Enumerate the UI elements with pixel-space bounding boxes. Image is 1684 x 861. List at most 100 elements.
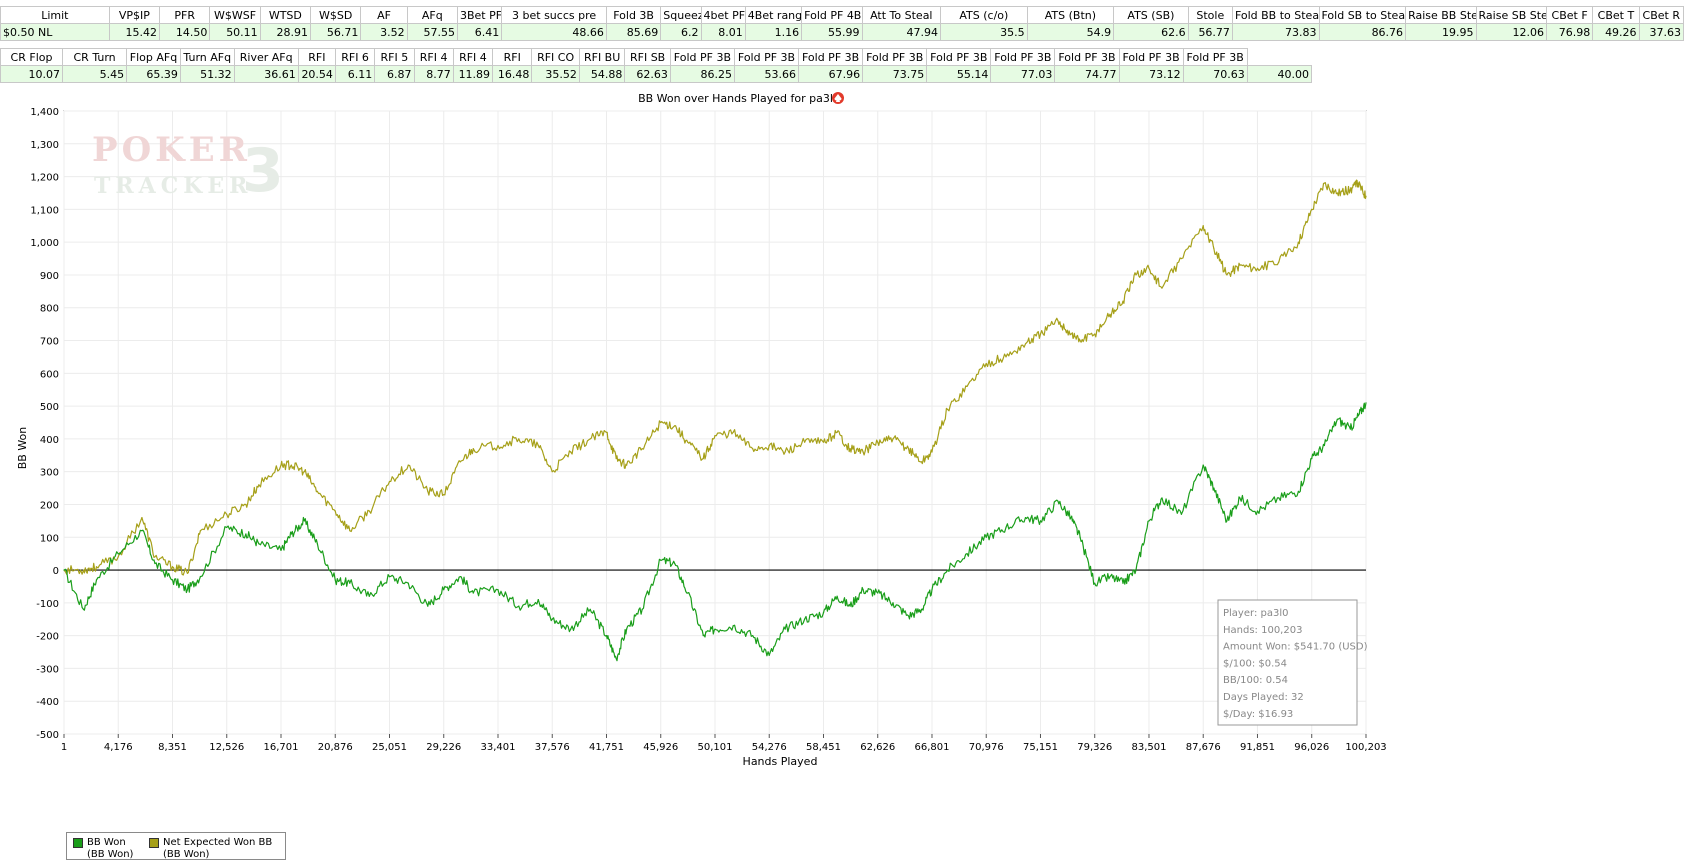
stat-value: 48.66 — [501, 23, 607, 41]
x-tick-label: 87,676 — [1186, 742, 1221, 753]
data-point-net-expected — [804, 441, 806, 443]
stat-header: PFR — [159, 6, 211, 24]
data-point-net-expected — [117, 556, 119, 558]
y-tick-label: 1,000 — [30, 238, 59, 249]
data-point-bb-won — [141, 530, 143, 532]
x-tick-label: 12,526 — [209, 742, 244, 753]
data-point-net-expected — [605, 431, 608, 433]
stats-table-row2: CR Flop CR Turn Flop AFq Turn AFq River AFq R… — [0, 48, 1313, 83]
stat-header: RFI — [492, 48, 533, 66]
y-tick-label: 600 — [40, 369, 59, 380]
data-point-net-expected — [303, 471, 305, 473]
stat-header: Fold PF 3B — [1182, 48, 1248, 66]
stat-value: 37.63 — [1638, 23, 1684, 41]
stat-value: 3.52 — [360, 23, 408, 41]
data-point-net-expected — [674, 425, 676, 427]
y-tick-label: -300 — [36, 664, 59, 675]
stat-header: CBet R — [1638, 6, 1684, 24]
data-point-bb-won — [862, 589, 864, 591]
stat-value: 16.48 — [492, 65, 533, 83]
x-tick-label: 75,151 — [1023, 742, 1058, 753]
x-tick-label: 37,576 — [535, 742, 570, 753]
data-point-bb-won — [1094, 582, 1096, 584]
stat-header: CR Flop — [0, 48, 64, 66]
x-tick-label: 70,976 — [969, 742, 1004, 753]
stat-value: 56.77 — [1187, 23, 1233, 41]
info-line: $/Day: $16.93 — [1223, 709, 1293, 720]
stat-value: 8.77 — [413, 65, 454, 83]
stats-table-row1: Limit VP$IP PFR W$WSF WTSD W$SD AF AFq 3Bet PF 3 … — [0, 6, 1684, 41]
info-line: Days Played: 32 — [1223, 692, 1304, 703]
legend-item-net-expected: Net Expected Won BB (BB Won) — [149, 837, 272, 861]
data-point-bb-won — [1226, 520, 1228, 522]
stat-value: 86.76 — [1318, 23, 1407, 41]
x-tick-label: 16,701 — [263, 742, 298, 753]
y-axis-label: BB Won — [16, 427, 29, 470]
stat-value: 6.2 — [660, 23, 702, 41]
stat-value: 11.89 — [452, 65, 494, 83]
data-point-net-expected — [626, 464, 628, 466]
stat-value: 70.63 — [1182, 65, 1248, 83]
data-point-net-expected — [836, 431, 838, 433]
stat-header: Fold PF 3B — [669, 48, 735, 66]
stat-value: 20.54 — [297, 65, 336, 83]
data-point-bb-won — [349, 582, 351, 584]
data-point-net-expected — [141, 516, 143, 519]
stat-header: RFI SB — [624, 48, 671, 66]
stat-header: AFq — [406, 6, 458, 24]
stat-header: ATS (SB) — [1113, 6, 1189, 24]
data-point-net-expected — [258, 484, 260, 486]
data-point-bb-won — [551, 618, 553, 620]
data-point-bb-won — [117, 553, 119, 555]
y-tick-label: -200 — [36, 632, 59, 643]
x-tick-label: 66,801 — [914, 742, 949, 753]
stat-value: 54.88 — [578, 65, 626, 83]
data-point-bb-won — [95, 579, 98, 581]
data-point-bb-won — [1122, 582, 1124, 584]
data-point-net-expected — [862, 451, 864, 453]
data-point-net-expected — [822, 441, 825, 443]
stat-value: 1.16 — [744, 23, 803, 41]
data-point-net-expected — [280, 464, 282, 466]
stat-value: 10.07 — [0, 65, 64, 83]
data-point-net-expected — [702, 457, 704, 460]
data-point-bb-won — [1365, 402, 1367, 404]
data-point-bb-won — [1336, 418, 1338, 420]
y-tick-label: 700 — [40, 337, 59, 348]
legend-sub-net-expected: (BB Won) — [163, 849, 210, 860]
data-point-net-expected — [1135, 274, 1137, 276]
data-point-bb-won — [1161, 497, 1163, 499]
data-point-bb-won — [907, 615, 910, 617]
info-line: Amount Won: $541.70 (USD) — [1223, 642, 1368, 653]
data-point-bb-won — [1202, 464, 1204, 466]
data-point-bb-won — [1005, 526, 1007, 529]
data-point-net-expected — [946, 408, 949, 410]
info-line: Hands: 100,203 — [1223, 625, 1302, 636]
data-point-bb-won — [427, 605, 429, 607]
data-point-bb-won — [822, 612, 825, 614]
data-point-bb-won — [258, 543, 260, 545]
stat-value: 47.94 — [861, 23, 942, 41]
data-point-net-expected — [732, 431, 734, 433]
data-point-net-expected — [1311, 208, 1313, 210]
chart-legend: BB Won (BB Won) Net Expected Won BB (BB … — [66, 832, 286, 860]
data-point-net-expected — [1336, 192, 1338, 194]
data-point-bb-won — [1297, 490, 1299, 492]
data-point-net-expected — [1239, 264, 1241, 266]
x-tick-label: 20,876 — [318, 742, 353, 753]
spade-icon — [832, 92, 844, 104]
data-point-bb-won — [768, 654, 770, 656]
stat-value: $0.50 NL — [0, 23, 110, 41]
data-point-net-expected — [1122, 300, 1124, 302]
x-tick-label: 58,451 — [806, 742, 841, 753]
data-point-net-expected — [1148, 267, 1150, 269]
data-point-bb-won — [1079, 536, 1081, 538]
data-point-net-expected — [920, 461, 923, 463]
stat-value: 6.11 — [334, 65, 376, 83]
data-point-net-expected — [877, 441, 879, 443]
x-tick-label: 29,226 — [426, 742, 461, 753]
stat-header: Fold PF 3B — [990, 48, 1056, 66]
stat-header: RFI — [297, 48, 336, 66]
y-tick-label: -100 — [36, 599, 59, 610]
stat-header: 4bet PF — [700, 6, 746, 24]
